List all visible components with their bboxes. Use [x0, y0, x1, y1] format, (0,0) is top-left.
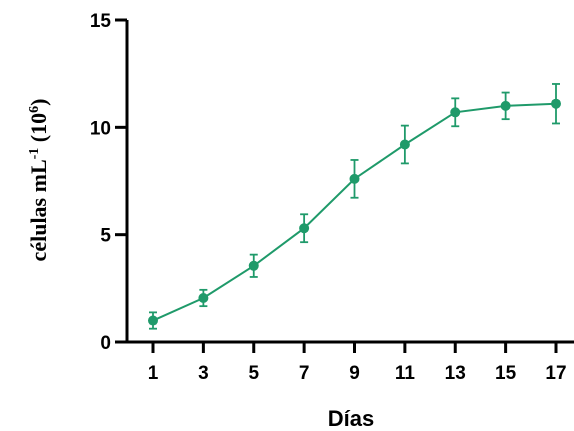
data-point [349, 173, 360, 184]
y-axis-title-exp2: 6 [27, 106, 42, 113]
data-point [198, 292, 209, 303]
x-tick-label: 3 [198, 363, 209, 384]
x-tick-label: 13 [445, 363, 466, 384]
x-tick-label: 1 [148, 363, 159, 384]
data-point [148, 315, 158, 326]
y-axis-title-exp1: -1 [27, 148, 42, 160]
x-tick-label: 11 [395, 363, 416, 384]
x-axis-title: Días [328, 406, 374, 431]
x-ticks: 1 3 5 7 9 11 13 15 17 [148, 342, 567, 384]
data-point [299, 223, 310, 234]
data-point [551, 98, 561, 109]
x-tick-label: 5 [248, 363, 259, 384]
axes [125, 20, 574, 344]
x-tick-label: 15 [495, 363, 517, 384]
y-tick-label: 5 [100, 226, 111, 247]
series [148, 83, 561, 330]
y-tick-label: 10 [90, 118, 111, 139]
data-point [500, 100, 511, 111]
y-tick-label: 0 [100, 333, 111, 354]
data-point [450, 107, 461, 118]
y-axis-title-main: células mL [26, 159, 51, 261]
y-axis-title: células mL-1 (106) [26, 99, 51, 262]
y-tick-label: 15 [90, 11, 112, 32]
x-tick-label: 9 [349, 363, 360, 384]
x-tick-label: 7 [299, 363, 310, 384]
data-point [399, 139, 410, 150]
data-point [248, 260, 259, 271]
x-tick-label: 17 [545, 363, 566, 384]
series-line [152, 102, 557, 322]
y-axis-title-end: ) [26, 99, 51, 106]
y-axis-title-mid: (10 [26, 113, 51, 148]
y-ticks: 0 5 10 15 [90, 11, 127, 354]
